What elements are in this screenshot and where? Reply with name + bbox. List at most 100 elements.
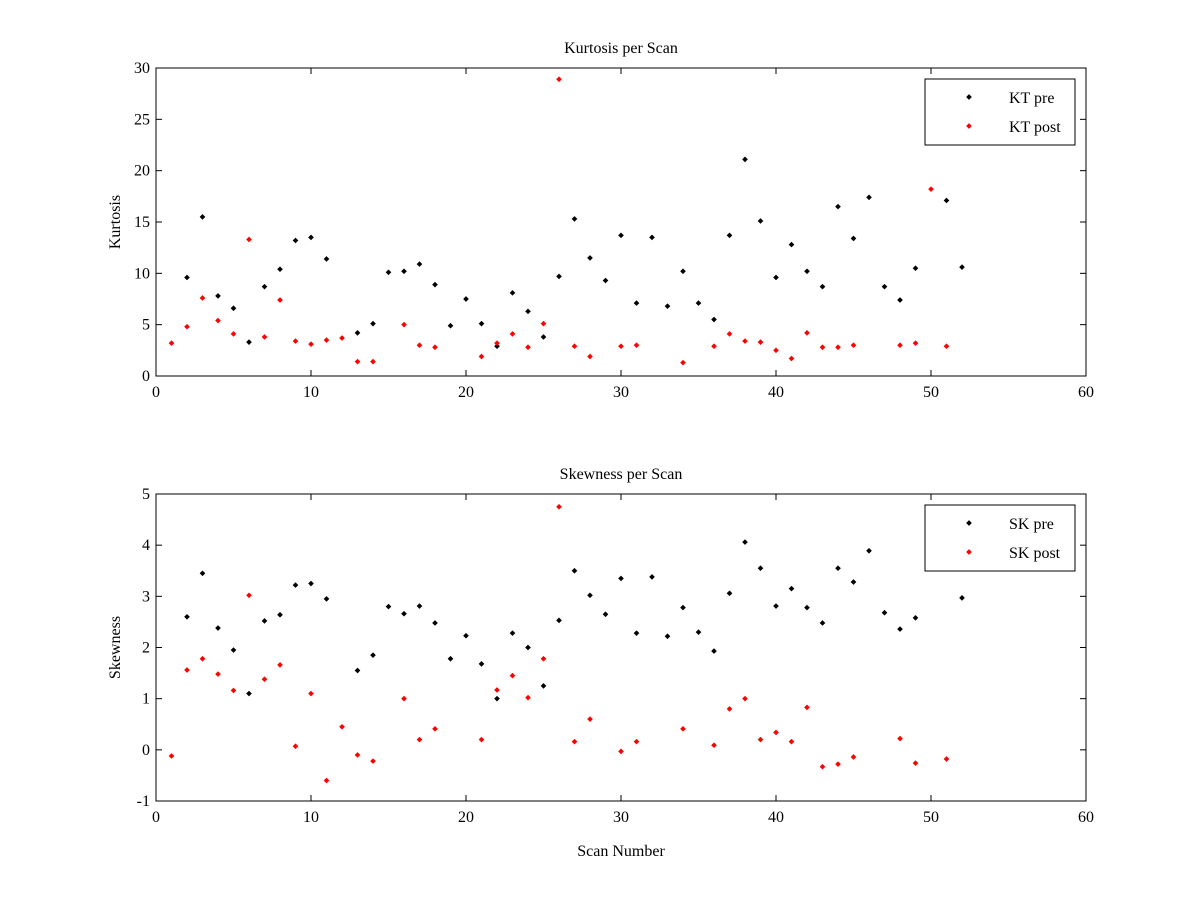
data-point (618, 232, 624, 239)
y-tick-label: 5 (142, 317, 150, 334)
data-point (401, 268, 407, 275)
data-point (680, 359, 686, 366)
data-point (571, 216, 578, 222)
data-point (184, 323, 190, 330)
data-point (230, 647, 237, 653)
data-point (835, 203, 841, 210)
x-tick-label: 20 (458, 384, 474, 401)
data-point (773, 347, 779, 354)
data-point (401, 610, 407, 617)
data-point (943, 343, 950, 350)
y-tick-label: 0 (142, 742, 150, 759)
data-point (881, 609, 888, 616)
data-point (385, 269, 392, 276)
data-point (215, 317, 221, 324)
y-tick-label: 0 (142, 368, 150, 385)
x-axis-label: Scan Number (577, 843, 665, 860)
data-point (168, 753, 175, 759)
data-point (556, 76, 562, 83)
y-tick-label: 3 (142, 588, 150, 605)
data-point (432, 344, 438, 351)
y-tick-label: 30 (134, 60, 150, 77)
data-point (757, 218, 764, 224)
data-point (277, 266, 283, 273)
data-point (199, 655, 206, 662)
y-tick-label: 4 (142, 537, 150, 554)
data-point (230, 305, 237, 312)
data-point (633, 738, 640, 745)
data-point (912, 340, 919, 346)
y-axis-label: Skewness (107, 616, 124, 679)
data-point (478, 661, 485, 667)
data-point (959, 264, 965, 270)
chart-title: Kurtosis per Scan (564, 40, 678, 57)
chart-panel-1: 0 10 20 30 40 50 60 0 5 10 15 20 25 30 Kurtosis per Sc… (107, 40, 1094, 401)
legend: KT pre KT post (924, 78, 1076, 146)
data-point (695, 629, 702, 635)
data-point (928, 186, 934, 192)
data-point (726, 590, 733, 597)
data-point (618, 748, 624, 755)
series-kt-pre (184, 156, 965, 350)
data-point (199, 295, 206, 301)
data-point (525, 344, 531, 351)
legend-label: KT pre (1009, 90, 1054, 107)
data-point (354, 752, 361, 758)
data-point (385, 603, 392, 610)
data-point (633, 630, 640, 636)
data-point (494, 343, 500, 350)
data-point (509, 331, 516, 337)
data-point (664, 303, 671, 310)
data-point (509, 672, 516, 679)
data-point (292, 338, 299, 344)
data-point (292, 743, 299, 750)
data-point (819, 620, 826, 626)
data-point (230, 687, 237, 694)
data-point (866, 547, 872, 554)
data-point (556, 617, 562, 624)
data-point (571, 738, 578, 745)
data-point (571, 343, 578, 350)
data-point (726, 706, 733, 712)
series-kt-post (168, 76, 950, 366)
data-point (959, 595, 965, 601)
data-point (261, 618, 268, 624)
data-point (680, 268, 686, 275)
data-point (540, 334, 547, 340)
x-tick-label: 40 (768, 384, 784, 401)
x-tick-label: 50 (923, 384, 939, 401)
data-point (618, 343, 624, 350)
data-point (850, 235, 857, 242)
x-tick-label: 20 (458, 809, 474, 826)
data-point (726, 331, 733, 337)
y-tick-label: 1 (142, 691, 150, 708)
data-point (277, 662, 283, 668)
data-point (773, 603, 779, 609)
data-point (835, 344, 841, 351)
data-point (323, 337, 330, 343)
data-point (835, 565, 841, 572)
data-point (943, 756, 950, 762)
data-point (649, 574, 655, 580)
data-point (804, 604, 810, 611)
data-point (308, 690, 314, 697)
data-point (912, 614, 919, 621)
x-tick-label: 60 (1078, 809, 1094, 826)
data-point (246, 690, 252, 697)
data-point (184, 613, 190, 620)
data-point (804, 330, 810, 336)
data-point (401, 695, 407, 702)
data-point (323, 596, 330, 602)
data-point (494, 340, 500, 346)
y-tick-label: 10 (134, 265, 150, 282)
data-point (354, 667, 361, 674)
data-point (246, 236, 252, 243)
data-point (463, 632, 469, 639)
x-tick-label: 60 (1078, 384, 1094, 401)
data-point (602, 277, 609, 284)
data-point (881, 283, 888, 290)
data-point (416, 342, 423, 349)
data-point (540, 655, 547, 662)
data-point (649, 234, 655, 241)
